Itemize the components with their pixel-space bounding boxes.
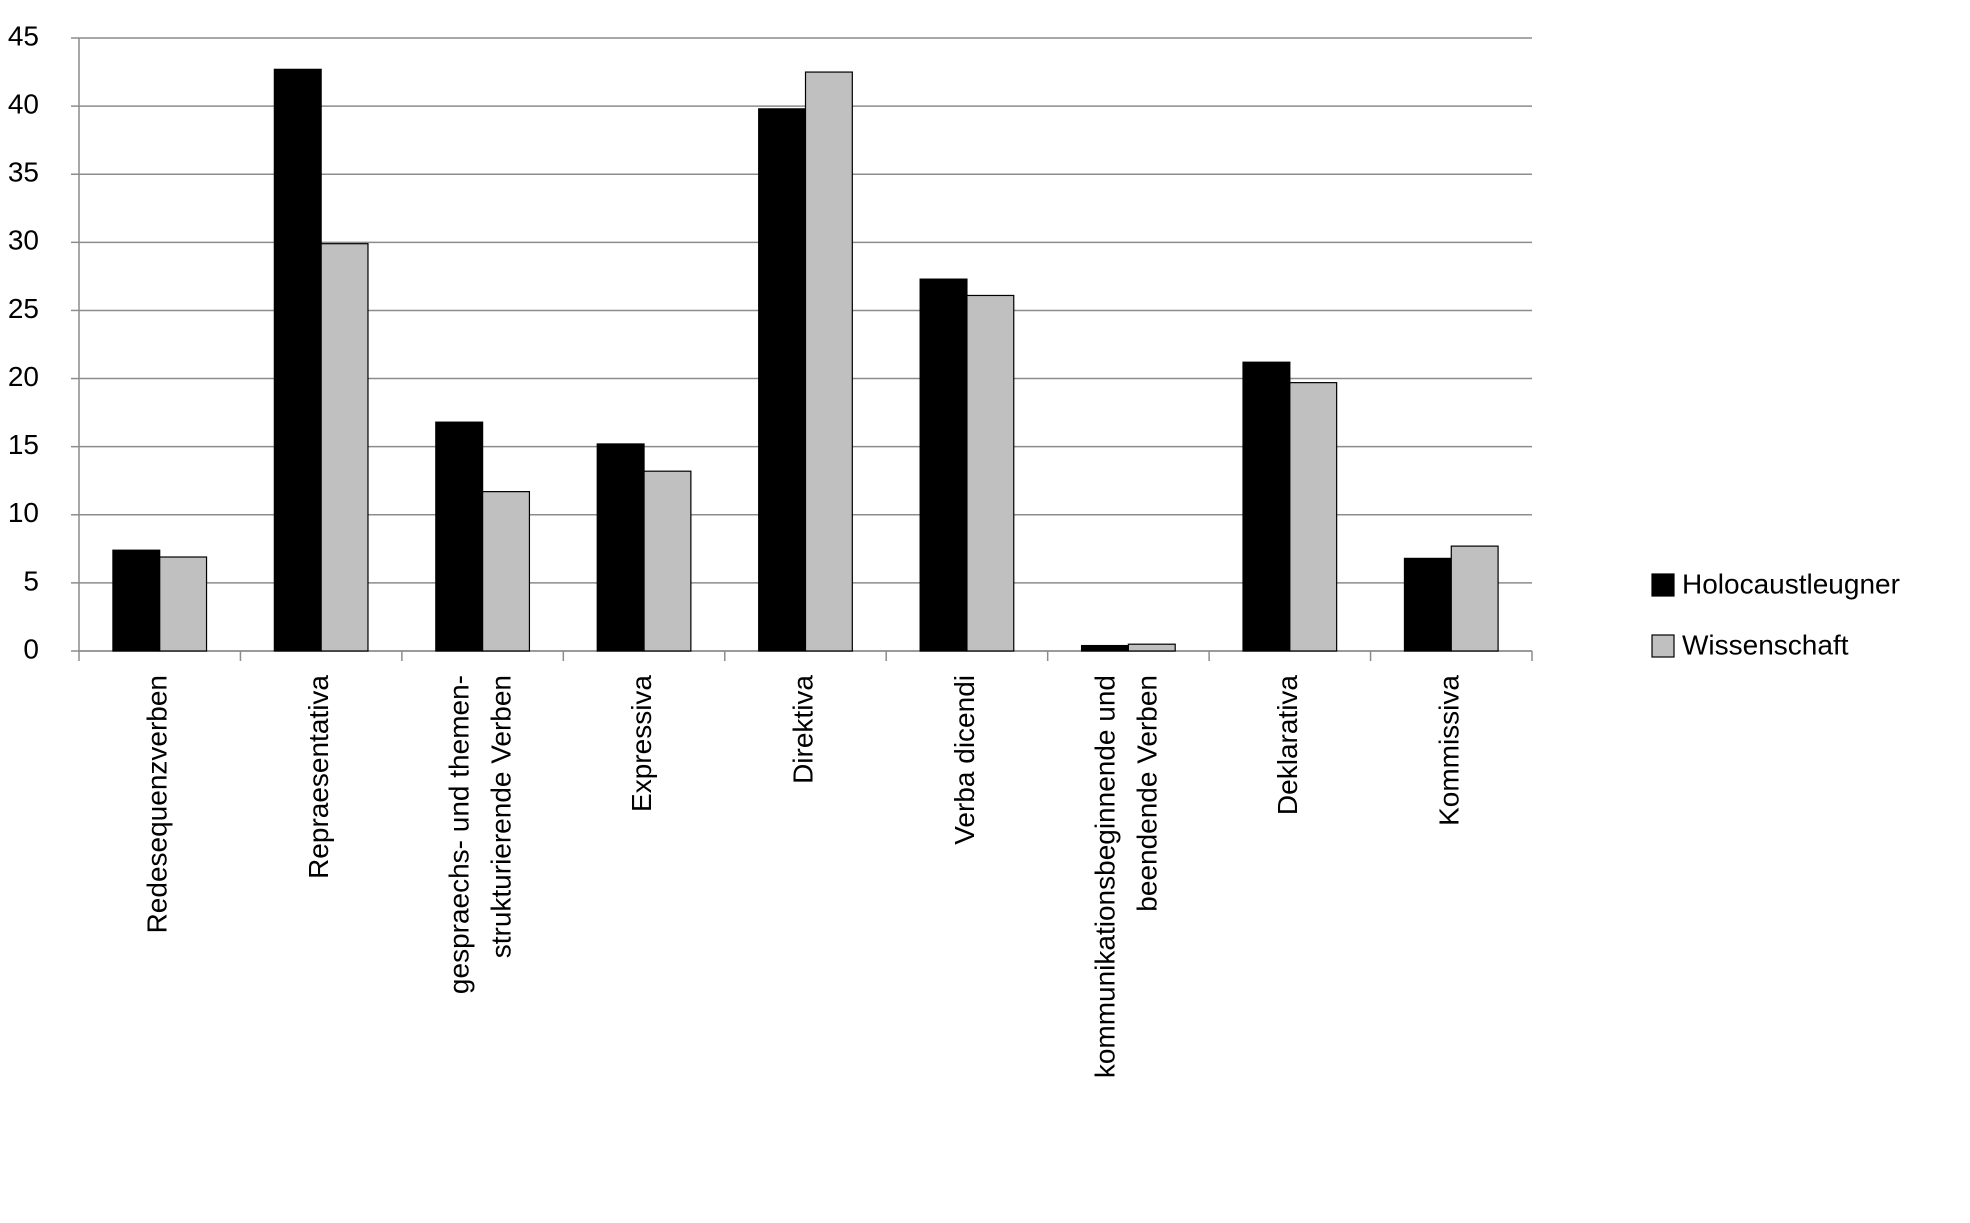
bar bbox=[1127, 643, 1176, 652]
y-tick-label: 20 bbox=[8, 361, 39, 392]
legend-label: Wissenschaft bbox=[1682, 629, 1849, 660]
bar bbox=[758, 108, 807, 652]
bar bbox=[482, 491, 531, 652]
bar bbox=[1080, 644, 1129, 652]
x-tick-label: Expressiva bbox=[626, 675, 657, 812]
legend-swatch bbox=[1651, 573, 1675, 597]
x-tick-label: Kommissiva bbox=[1434, 675, 1465, 826]
bar bbox=[1242, 361, 1291, 652]
x-tick-label: Direktiva bbox=[788, 675, 819, 784]
legend-label: Holocaustleugner bbox=[1682, 568, 1900, 599]
bar bbox=[159, 556, 208, 652]
x-tick-label: kommunikationsbeginnende und beendende Ve… bbox=[1090, 675, 1163, 1078]
bar bbox=[804, 71, 853, 652]
x-tick-label: Repraesentativa bbox=[304, 675, 335, 879]
x-tick-label: gespraechs- und themen-strukturierende V… bbox=[444, 675, 517, 994]
bar bbox=[1450, 545, 1499, 652]
bar bbox=[596, 443, 645, 652]
y-tick-label: 5 bbox=[23, 565, 39, 596]
bar bbox=[435, 421, 484, 652]
y-tick-label: 0 bbox=[23, 633, 39, 664]
x-tick-label: Redesequenzverben bbox=[142, 675, 173, 933]
x-tick-label: Verba dicendi bbox=[949, 675, 980, 845]
bar bbox=[1403, 557, 1452, 652]
y-tick-label: 25 bbox=[8, 293, 39, 324]
legend-swatch bbox=[1651, 634, 1675, 658]
y-tick-label: 30 bbox=[8, 225, 39, 256]
y-tick-label: 35 bbox=[8, 157, 39, 188]
bar bbox=[643, 470, 692, 652]
bar bbox=[966, 294, 1015, 652]
x-tick-label: Deklarativa bbox=[1272, 675, 1303, 815]
y-tick-label: 10 bbox=[8, 497, 39, 528]
bar bbox=[1289, 382, 1338, 652]
y-tick-label: 15 bbox=[8, 429, 39, 460]
bar bbox=[112, 549, 161, 652]
bar bbox=[919, 278, 968, 652]
y-tick-label: 45 bbox=[8, 20, 39, 51]
bar bbox=[273, 68, 322, 652]
y-tick-label: 40 bbox=[8, 89, 39, 120]
bar bbox=[320, 243, 369, 652]
